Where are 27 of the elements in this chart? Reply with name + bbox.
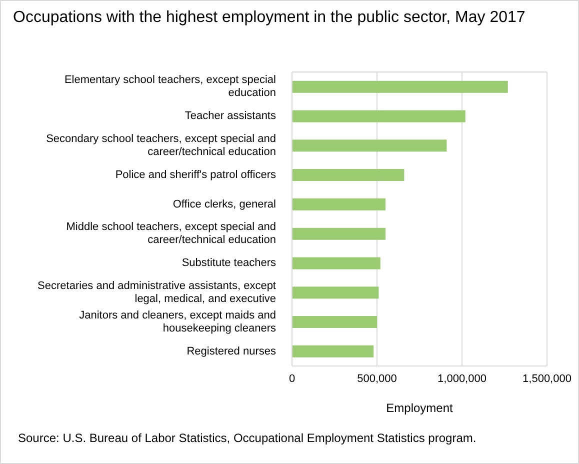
y-tick-label: Substitute teachers (182, 257, 276, 270)
x-tick-label: 1,000,000 (438, 372, 486, 385)
y-tick-label: Middle school teachers, except special and career/technical education (66, 221, 276, 246)
y-tick-label: Police and sheriff's patrol officers (115, 168, 276, 181)
y-tick-label: Office clerks, general (172, 198, 276, 210)
chart-title: Occupations with the highest employment in the public sector, May 2017 (13, 8, 526, 28)
bar (292, 228, 386, 240)
bar (292, 316, 377, 328)
bar (292, 140, 447, 152)
bar (292, 345, 374, 358)
source-note: Source: U.S. Bureau of Labor Statistics, Occupational Employment Statistics program. (18, 431, 476, 445)
x-tick-label: 0 (288, 372, 296, 385)
bar (292, 110, 466, 122)
x-tick-label: 500,000 (357, 372, 397, 385)
x-tick-label: 1,500,000 (522, 372, 572, 385)
y-tick-label: Registered nurses (186, 345, 276, 358)
bar (292, 286, 379, 299)
y-tick-label: Secretaries and administrative assistants, except legal, medical, and executive (38, 280, 276, 305)
y-tick-label: Janitors and cleaners, except maids and housekeeping cleaners (79, 309, 276, 334)
y-tick-label: Elementary school teachers, except special education (64, 74, 276, 100)
bar (292, 169, 404, 182)
x-axis-title: Employment (385, 401, 454, 415)
bar (292, 80, 508, 93)
bar (292, 257, 380, 270)
y-tick-label: Secondary school teachers, except special and career/technical education (46, 133, 276, 158)
y-tick-label: Teacher assistants (184, 110, 276, 122)
bar (292, 198, 386, 210)
